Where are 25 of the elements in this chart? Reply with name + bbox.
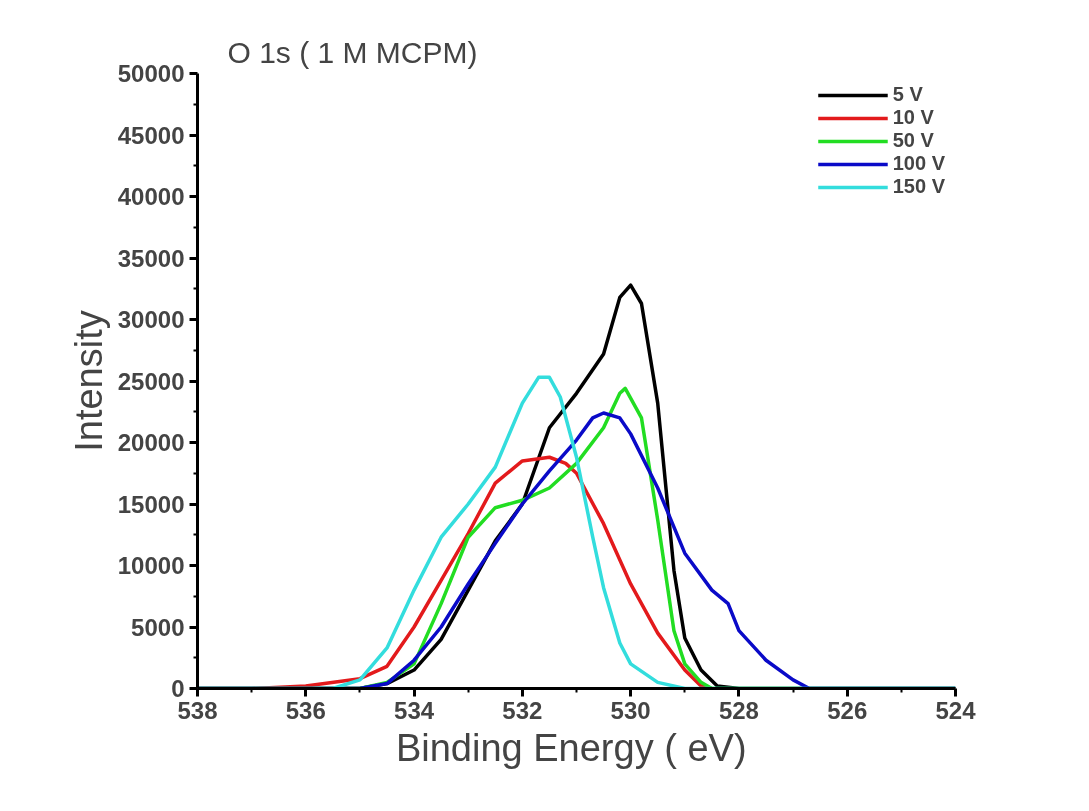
x-tick-label: 534 bbox=[394, 696, 435, 724]
y-tick-label: 35000 bbox=[117, 244, 185, 272]
y-tick-label: 25000 bbox=[117, 367, 185, 395]
legend-label: 50 V bbox=[892, 129, 934, 152]
x-axis-title: Binding Energy ( eV) bbox=[395, 726, 747, 769]
chart-title: O 1s ( 1 M MCPM) bbox=[227, 35, 478, 69]
y-tick-label: 10000 bbox=[117, 552, 185, 579]
x-tick-label: 530 bbox=[610, 696, 651, 724]
legend-label: 100 V bbox=[892, 152, 945, 175]
x-tick-label: 528 bbox=[718, 696, 759, 724]
y-tick-label: 30000 bbox=[117, 306, 185, 333]
y-tick-label: 40000 bbox=[117, 183, 185, 210]
legend-label: 5 V bbox=[892, 83, 923, 106]
y-tick-label: 45000 bbox=[117, 121, 185, 149]
y-tick-label: 20000 bbox=[117, 429, 185, 456]
x-tick-label: 526 bbox=[827, 696, 868, 724]
x-tick-label: 524 bbox=[935, 696, 977, 724]
x-tick-label: 536 bbox=[285, 696, 326, 724]
y-axis-title: Intensity bbox=[67, 310, 110, 452]
y-tick-label: 50000 bbox=[117, 60, 185, 87]
x-tick-label: 532 bbox=[502, 696, 543, 724]
legend-label: 150 V bbox=[892, 175, 945, 198]
legend-label: 10 V bbox=[892, 106, 934, 129]
y-tick-label: 5000 bbox=[131, 613, 185, 641]
y-tick-label: 15000 bbox=[117, 490, 185, 518]
